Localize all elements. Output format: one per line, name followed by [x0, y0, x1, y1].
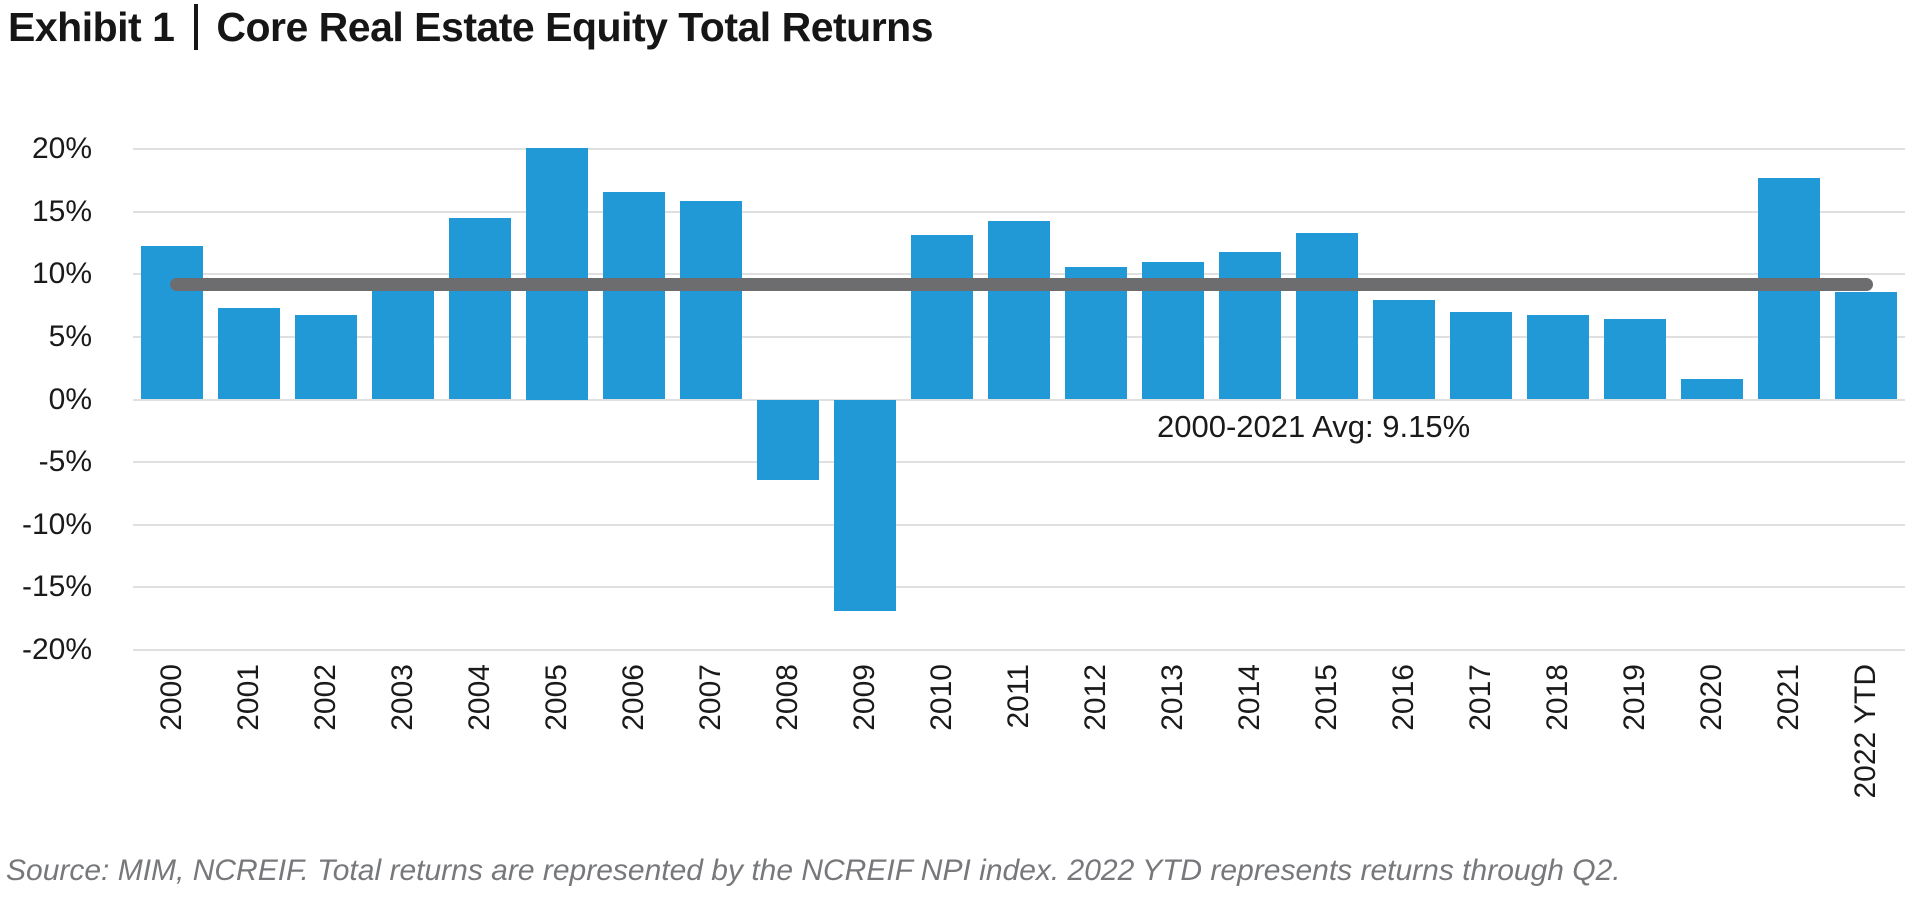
- x-tick-label-2020: 2020: [1695, 664, 1729, 731]
- x-tick-label-2011: 2011: [1002, 664, 1035, 729]
- x-tick-label-2014: 2014: [1233, 664, 1267, 731]
- bar-2002: [294, 315, 357, 400]
- y-tick-label-20-: 20%: [31, 132, 92, 165]
- x-tick-label-2019: 2019: [1618, 664, 1652, 731]
- bar-2020: [1681, 379, 1744, 400]
- bar-2000: [140, 246, 203, 400]
- bar-2018: [1527, 315, 1590, 400]
- x-tick-label-2000: 2000: [154, 664, 188, 731]
- x-tick-label-2018: 2018: [1541, 664, 1575, 731]
- x-tick-label-2008: 2008: [770, 664, 804, 731]
- gridline--10-: [133, 523, 1905, 526]
- gridline--20-: [133, 649, 1905, 651]
- y-axis: 20% 15% 10% 5% 0% -5% -10% -15% -20%: [0, 133, 92, 666]
- bar-2009: [833, 399, 896, 611]
- y-tick-label-5-: 5%: [48, 319, 92, 353]
- x-tick-label-2010: 2010: [924, 664, 958, 731]
- x-tick-label-2009: 2009: [847, 664, 881, 731]
- bar-2022-ytd: [1835, 291, 1898, 400]
- x-tick-label-2013: 2013: [1156, 664, 1190, 731]
- bar-2019: [1604, 319, 1667, 400]
- x-tick-label-2015: 2015: [1310, 664, 1344, 731]
- exhibit-number-label: Exhibit 1: [8, 3, 175, 50]
- source-note: Source: MIM, NCREIF. Total returns are r…: [6, 854, 1621, 887]
- chart-title: Core Real Estate Equity Total Returns: [216, 3, 933, 50]
- gridline--5-: [133, 461, 1905, 464]
- bar-2011: [988, 220, 1050, 400]
- bar-2010: [910, 235, 973, 400]
- x-tick-label-2007: 2007: [693, 664, 727, 731]
- x-tick-label-2022-ytd: 2022 YTD: [1849, 664, 1883, 799]
- bar-2007: [679, 200, 742, 400]
- y-tick-label-0-: 0%: [48, 382, 92, 416]
- bar-2005: [525, 148, 588, 400]
- x-tick-label-2003: 2003: [385, 664, 419, 731]
- x-tick-label-2021: 2021: [1772, 664, 1806, 731]
- bar-2001: [217, 308, 280, 400]
- plot-area: 2000-2021 Avg: 9.15% 2000 2001 2002 2003 200…: [133, 148, 1905, 799]
- gridline-0-: [133, 398, 1905, 401]
- x-tick-label-2001: 2001: [231, 664, 265, 731]
- gridline-15-: [133, 210, 1905, 213]
- average-annotation: 2000-2021 Avg: 9.15%: [1157, 409, 1471, 444]
- exhibit-title-row: Exhibit 1 Core Real Estate Equity Total …: [8, 3, 933, 51]
- x-tick-label-2006: 2006: [616, 664, 650, 731]
- bar-2017: [1450, 312, 1513, 400]
- x-tick-label-2016: 2016: [1387, 664, 1421, 731]
- y-tick-label--15-: -15%: [21, 570, 92, 604]
- bar-2008: [756, 399, 819, 481]
- bar-2006: [602, 191, 665, 400]
- x-tick-label-2005: 2005: [539, 664, 573, 731]
- bar-2016: [1373, 299, 1436, 400]
- title-separator: [194, 4, 199, 50]
- bar-2004: [448, 218, 511, 400]
- x-tick-label-2002: 2002: [308, 664, 342, 731]
- x-tick-label-2012: 2012: [1079, 664, 1113, 731]
- gridline-20-: [133, 148, 1905, 150]
- bar-2003: [371, 286, 434, 400]
- y-tick-label-10-: 10%: [31, 257, 92, 291]
- bar-2015: [1296, 232, 1359, 400]
- gridline--15-: [133, 586, 1905, 589]
- y-tick-label--5-: -5%: [38, 445, 92, 479]
- y-tick-label-15-: 15%: [31, 194, 92, 228]
- x-tick-label-2004: 2004: [462, 664, 496, 731]
- bar-2014: [1219, 251, 1282, 400]
- average-line: [169, 278, 1874, 292]
- y-tick-label--20-: -20%: [21, 633, 92, 666]
- x-tick-label-2017: 2017: [1464, 664, 1498, 731]
- y-tick-label--10-: -10%: [21, 507, 92, 541]
